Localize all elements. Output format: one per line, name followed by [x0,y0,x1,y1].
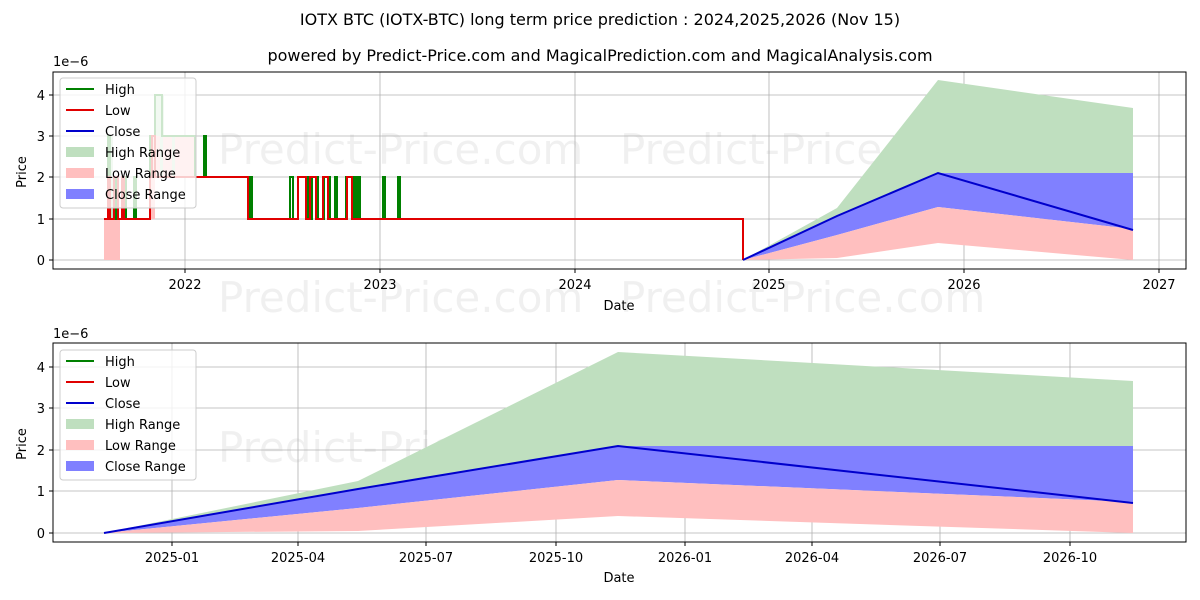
svg-text:Close: Close [105,397,140,412]
svg-text:2022: 2022 [168,278,201,293]
svg-text:Low Range: Low Range [105,167,176,182]
svg-text:2025: 2025 [752,278,785,293]
svg-text:2025-07: 2025-07 [399,551,453,566]
bottom-y-ticks: 0 1 2 3 4 [37,361,53,542]
legend-close-range-icon [66,189,94,199]
svg-text:Close Range: Close Range [105,188,186,203]
svg-text:Low Range: Low Range [105,439,176,454]
legend-high-range-icon [66,147,94,157]
svg-text:2025-04: 2025-04 [271,551,325,566]
chart-title: IOTX BTC (IOTX-BTC) long term price pred… [299,10,901,29]
top-legend: High Low Close High Range Low Range Clos… [59,77,197,209]
svg-text:2026-04: 2026-04 [785,551,839,566]
top-x-label: Date [603,299,634,314]
low-range-area [104,480,1133,533]
top-axes-frame [52,71,1187,270]
watermark: Predict-Price.com [620,273,985,322]
legend-low-range-icon [66,168,94,178]
bottom-y-scale: 1e−6 [53,327,88,342]
legend-high-range-icon [66,419,94,429]
bottom-y-label: Price [15,428,30,460]
close-line [103,444,1134,534]
legend-close-range-icon [66,461,94,471]
high-range-area [743,80,1133,260]
svg-text:2023: 2023 [363,278,396,293]
svg-text:Close: Close [105,125,140,140]
close-range-area [104,446,1133,533]
svg-text:Low: Low [105,104,131,119]
svg-text:2026-07: 2026-07 [913,551,967,566]
svg-text:0: 0 [37,254,45,269]
top-chart: Predict-Price.com Predict-Price.com Pred… [15,55,1187,322]
svg-text:2026-10: 2026-10 [1043,551,1097,566]
close-range-area [743,173,1133,260]
svg-text:2027: 2027 [1142,278,1175,293]
svg-text:1: 1 [37,485,45,500]
low-range-area [743,207,1133,260]
svg-text:2024: 2024 [558,278,591,293]
top-y-scale: 1e−6 [53,55,88,70]
svg-text:2026-01: 2026-01 [658,551,712,566]
chart-subtitle: powered by Predict-Price.com and Magical… [267,46,933,65]
bottom-legend: High Low Close High Range Low Range Clos… [59,349,197,481]
watermark: Predict-Price.com [218,273,583,322]
svg-text:3: 3 [37,130,45,145]
svg-text:2025-01: 2025-01 [145,551,199,566]
top-y-ticks: 0 1 2 3 4 [37,89,53,269]
svg-text:2025-10: 2025-10 [529,551,583,566]
svg-text:4: 4 [37,89,45,104]
svg-text:High Range: High Range [105,418,180,433]
top-x-ticks: 2022 2023 2024 2025 2026 2027 [168,269,1176,293]
svg-text:1: 1 [37,213,45,228]
bottom-x-ticks: 2025-01 2025-04 2025-07 2025-10 2026-01 … [145,542,1097,566]
svg-text:2: 2 [37,171,45,186]
legend-low-range-icon [66,440,94,450]
top-y-label: Price [15,156,30,188]
svg-text:3: 3 [37,402,45,417]
watermark: Predict-Price.com [218,125,583,174]
svg-text:0: 0 [37,527,45,542]
svg-text:High Range: High Range [105,146,180,161]
svg-text:2026: 2026 [947,278,980,293]
svg-text:2: 2 [37,444,45,459]
svg-text:High: High [105,355,135,370]
bottom-axes-frame [52,342,1187,543]
close-line-forecast [742,171,1134,261]
svg-text:High: High [105,83,135,98]
bottom-x-label: Date [603,571,634,586]
svg-text:Low: Low [105,376,131,391]
bottom-chart: Predict-Price.com Predict-Price.com [15,327,1187,586]
svg-text:4: 4 [37,361,45,376]
svg-text:Close Range: Close Range [105,460,186,475]
